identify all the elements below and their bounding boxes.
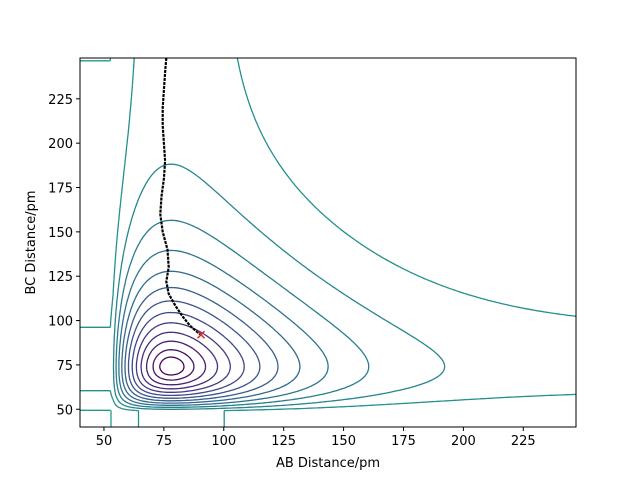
y-tick-label: 200	[48, 137, 73, 152]
x-axis-ticks: 50 75 100 125 150 175 200 225	[96, 427, 536, 449]
x-tick-label: 50	[96, 434, 113, 449]
x-tick-label: 125	[271, 434, 296, 449]
y-tick-label: 150	[48, 226, 73, 241]
y-tick-label: 50	[56, 403, 73, 418]
contour-level	[118, 249, 329, 406]
x-tick-label: 175	[391, 434, 416, 449]
contour-level	[112, 163, 446, 410]
contour-level	[145, 340, 207, 386]
y-tick-label: 225	[48, 93, 73, 108]
plot-frame	[79, 57, 577, 428]
x-tick-label: 225	[511, 434, 536, 449]
y-tick-label: 125	[48, 270, 73, 285]
contour-level	[127, 300, 261, 399]
x-tick-label: 100	[211, 434, 236, 449]
trajectory-line	[159, 58, 202, 336]
contour-level	[80, 58, 576, 427]
contour-level	[121, 270, 301, 404]
y-axis-label: BC Distance/pm	[24, 190, 39, 294]
x-tick-label: 200	[451, 434, 476, 449]
contour-level	[131, 311, 245, 397]
start-marker	[196, 330, 206, 339]
x-axis-label: AB Distance/pm	[276, 456, 380, 471]
contour-level	[135, 322, 231, 393]
contour-level	[140, 331, 219, 390]
contour-level	[80, 58, 112, 427]
contour-level	[124, 286, 279, 402]
y-tick-label: 175	[48, 182, 73, 197]
contour-level	[159, 356, 185, 376]
trajectory-layer	[159, 58, 206, 339]
contour-level	[115, 219, 370, 408]
contour-level	[152, 349, 195, 381]
contour-lines	[80, 58, 576, 427]
y-tick-label: 75	[56, 359, 73, 374]
y-axis-ticks: 50 75 100 125 150 175 200 225	[48, 93, 80, 418]
x-tick-label: 150	[331, 434, 356, 449]
y-tick-label: 100	[48, 315, 73, 330]
x-tick-label: 75	[156, 434, 173, 449]
